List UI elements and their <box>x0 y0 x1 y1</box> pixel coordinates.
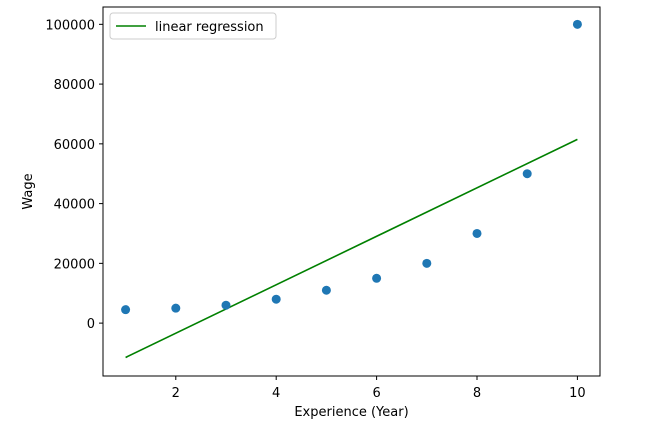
data-point <box>572 19 582 29</box>
regression-line <box>125 138 578 359</box>
data-point <box>372 273 382 283</box>
data-point <box>422 258 432 268</box>
data-point <box>121 305 131 315</box>
y-tick-label: 40000 <box>54 198 95 213</box>
data-point <box>472 228 482 238</box>
y-tick-label: 100000 <box>45 18 95 33</box>
y-axis-ticks: 0 20000 40000 60000 80000 100000 <box>45 18 103 332</box>
x-tick-label: 4 <box>272 386 280 401</box>
data-point <box>221 300 231 310</box>
data-point <box>522 169 532 179</box>
y-axis-label: Wage <box>21 173 36 209</box>
plot-area <box>121 19 582 359</box>
x-tick-label: 6 <box>372 386 380 401</box>
y-tick-label: 20000 <box>54 257 95 272</box>
y-tick-label: 80000 <box>54 78 95 93</box>
axes-frame <box>102 6 601 377</box>
legend-frame <box>109 12 277 40</box>
x-tick-label: 10 <box>569 386 586 401</box>
y-tick-label: 60000 <box>54 138 95 153</box>
legend: linear regression <box>109 12 277 40</box>
legend-label-linear-regression: linear regression <box>155 20 264 35</box>
data-point <box>321 285 331 295</box>
data-point <box>271 294 281 304</box>
x-tick-label: 8 <box>473 386 481 401</box>
x-axis-label: Experience (Year) <box>294 405 408 420</box>
x-axis-ticks: 2 4 6 8 10 <box>172 376 586 401</box>
x-tick-label: 2 <box>172 386 180 401</box>
data-point <box>171 303 181 313</box>
y-tick-label: 0 <box>87 317 95 332</box>
